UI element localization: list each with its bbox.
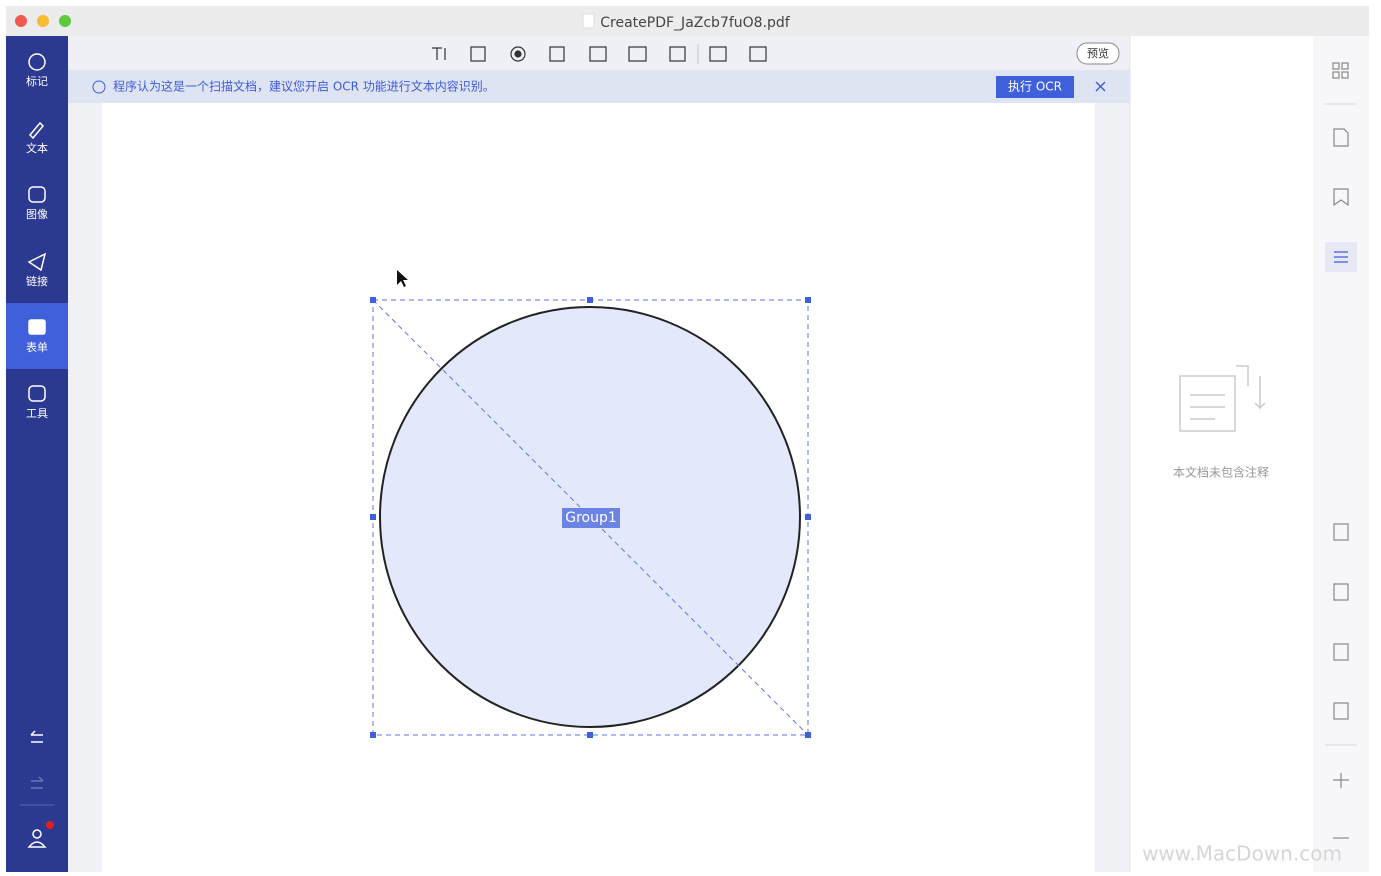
handle[interactable] <box>370 297 376 303</box>
handle[interactable] <box>587 297 593 303</box>
handle[interactable] <box>805 514 811 520</box>
file-icon <box>583 14 594 28</box>
sidebar-label[interactable]: 链接 <box>26 274 48 288</box>
app-window: CreatePDF_JaZcb7fuO8.pdf 标记 文本 图像 链接 表单 … <box>0 0 1381 872</box>
handle[interactable] <box>587 732 593 738</box>
watermark: www.MacDown.com <box>1142 842 1342 866</box>
sidebar-label[interactable]: 文本 <box>26 141 48 155</box>
sidebar-active <box>6 303 68 369</box>
handle[interactable] <box>370 732 376 738</box>
ocr-button-label[interactable]: 执行 OCR <box>1008 80 1062 94</box>
zoom-button[interactable] <box>59 15 71 27</box>
handle[interactable] <box>805 732 811 738</box>
sidebar-label[interactable]: 标记 <box>26 74 48 88</box>
window-title: CreatePDF_JaZcb7fuO8.pdf <box>600 15 791 31</box>
preview-label[interactable]: 预览 <box>1087 46 1109 60</box>
form-toolbar <box>68 36 1130 70</box>
icon-column <box>1313 36 1369 872</box>
account-badge <box>46 821 54 829</box>
empty-message: 本文档未包含注释 <box>1173 465 1269 480</box>
sidebar-label[interactable]: 图像 <box>26 208 48 221</box>
sidebar-label[interactable]: 工具 <box>26 407 48 420</box>
page: CreatePDF_JaZcb7fuO8.pdf 标记 文本 图像 链接 表单 … <box>0 0 1381 872</box>
form-icon[interactable] <box>29 320 45 334</box>
annotations-panel <box>1130 36 1313 872</box>
sidebar <box>6 36 68 872</box>
notice-message: 程序认为这是一个扫描文档，建议您开启 OCR 功能进行文本内容识别。 <box>113 79 495 94</box>
handle[interactable] <box>370 514 376 520</box>
close-button[interactable] <box>15 15 27 27</box>
minimize-button[interactable] <box>37 15 49 27</box>
group-label: Group1 <box>565 510 617 526</box>
sidebar-label[interactable]: 表单 <box>26 340 48 354</box>
handle[interactable] <box>805 297 811 303</box>
